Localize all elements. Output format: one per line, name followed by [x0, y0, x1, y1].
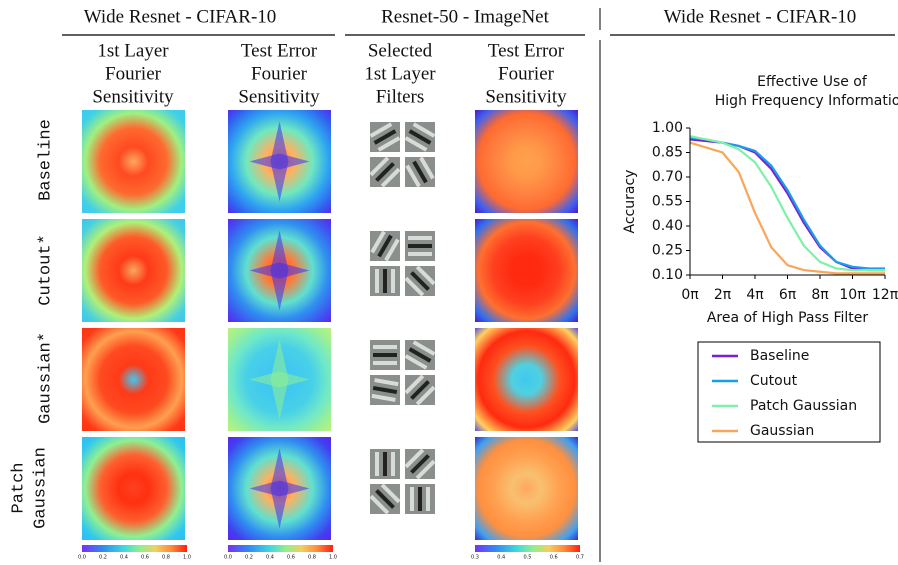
y-tick-label: 0.70: [652, 169, 683, 185]
colorbar-label: 0.0: [78, 555, 86, 561]
chart-title: High Frequency Information: [715, 93, 898, 109]
colorbar-label: 0.6: [141, 555, 149, 561]
column-title: Sensitivity: [92, 86, 174, 107]
colorbar-label: 1.0: [183, 555, 191, 561]
heatmap: [475, 110, 578, 213]
legend-label: Cutout: [750, 373, 798, 389]
colorbar-label: 1.0: [329, 555, 337, 561]
y-tick-label: 1.00: [652, 120, 683, 136]
x-tick-label: 4π: [746, 287, 764, 303]
y-tick-label: 0.25: [652, 243, 683, 259]
x-tick-label: 8π: [811, 287, 829, 303]
y-tick-label: 0.55: [652, 194, 683, 210]
colorbar: [475, 545, 580, 552]
series-line: [690, 139, 885, 270]
colorbar-label: 0.2: [99, 555, 107, 561]
heatmap: [475, 437, 578, 540]
section-header: Resnet-50 - ImageNet: [381, 6, 549, 27]
colorbar-label: 0.4: [120, 555, 128, 561]
x-tick-label: 10π: [839, 287, 866, 303]
colorbar-label: 0.7: [576, 555, 584, 561]
colorbar: [82, 545, 187, 552]
heatmap: [475, 328, 578, 431]
colorbar-label: 0.8: [308, 555, 316, 561]
column-title: Fourier: [498, 63, 555, 84]
heatmap: [82, 110, 185, 213]
row-label: Gaussian*: [36, 332, 55, 424]
column-title: Fourier: [251, 63, 308, 84]
column-title: Sensitivity: [485, 86, 567, 107]
column-title: Test Error: [488, 40, 565, 61]
colorbar-label: 0.8: [162, 555, 170, 561]
section-header: Wide Resnet - CIFAR-10: [84, 6, 277, 27]
heatmap: [82, 328, 185, 431]
row-label: Patch: [9, 462, 28, 513]
legend-label: Baseline: [750, 348, 809, 364]
y-axis-label: Accuracy: [622, 170, 638, 234]
colorbar-label: 0.4: [266, 555, 274, 561]
row-label: Baseline: [36, 119, 55, 201]
colorbar-label: 0.6: [287, 555, 295, 561]
colorbar: [228, 545, 333, 552]
x-tick-label: 0π: [681, 287, 699, 303]
colorbar-label: 0.0: [224, 555, 232, 561]
column-title: Test Error: [241, 40, 318, 61]
legend-label: Gaussian: [750, 423, 814, 439]
heatmap: [82, 219, 185, 322]
x-tick-label: 2π: [714, 287, 732, 303]
colorbar-label: 0.6: [550, 555, 558, 561]
row-label: Gaussian: [31, 447, 50, 529]
column-title: Sensitivity: [238, 86, 320, 107]
series-line: [690, 143, 885, 274]
series-line: [690, 138, 885, 269]
y-tick-label: 0.10: [652, 267, 683, 283]
section-header: Wide Resnet - CIFAR-10: [664, 6, 857, 27]
figure: Wide Resnet - CIFAR-10 Resnet-50 - ImageN…: [0, 0, 898, 565]
column-title: Filters: [376, 86, 425, 107]
y-tick-label: 0.40: [652, 218, 683, 234]
x-tick-label: 6π: [779, 287, 797, 303]
colorbar-label: 0.2: [245, 555, 253, 561]
heatmap: [82, 437, 185, 540]
row-label: Cutout*: [36, 234, 55, 305]
column-title: 1st Layer: [364, 63, 436, 84]
column-title: Selected: [368, 40, 433, 61]
column-title: Fourier: [105, 63, 162, 84]
colorbar-label: 0.4: [497, 555, 505, 561]
colorbar-label: 0.5: [524, 555, 532, 561]
series-line: [690, 136, 885, 270]
heatmap: [475, 219, 578, 322]
x-axis-label: Area of High Pass Filter: [707, 310, 869, 326]
column-title: 1st Layer: [97, 40, 169, 61]
legend-label: Patch Gaussian: [750, 398, 857, 414]
chart-title: Effective Use of: [757, 74, 868, 90]
x-tick-label: 12π: [872, 287, 898, 303]
y-tick-label: 0.85: [652, 145, 683, 161]
colorbar-label: 0.3: [471, 555, 479, 561]
